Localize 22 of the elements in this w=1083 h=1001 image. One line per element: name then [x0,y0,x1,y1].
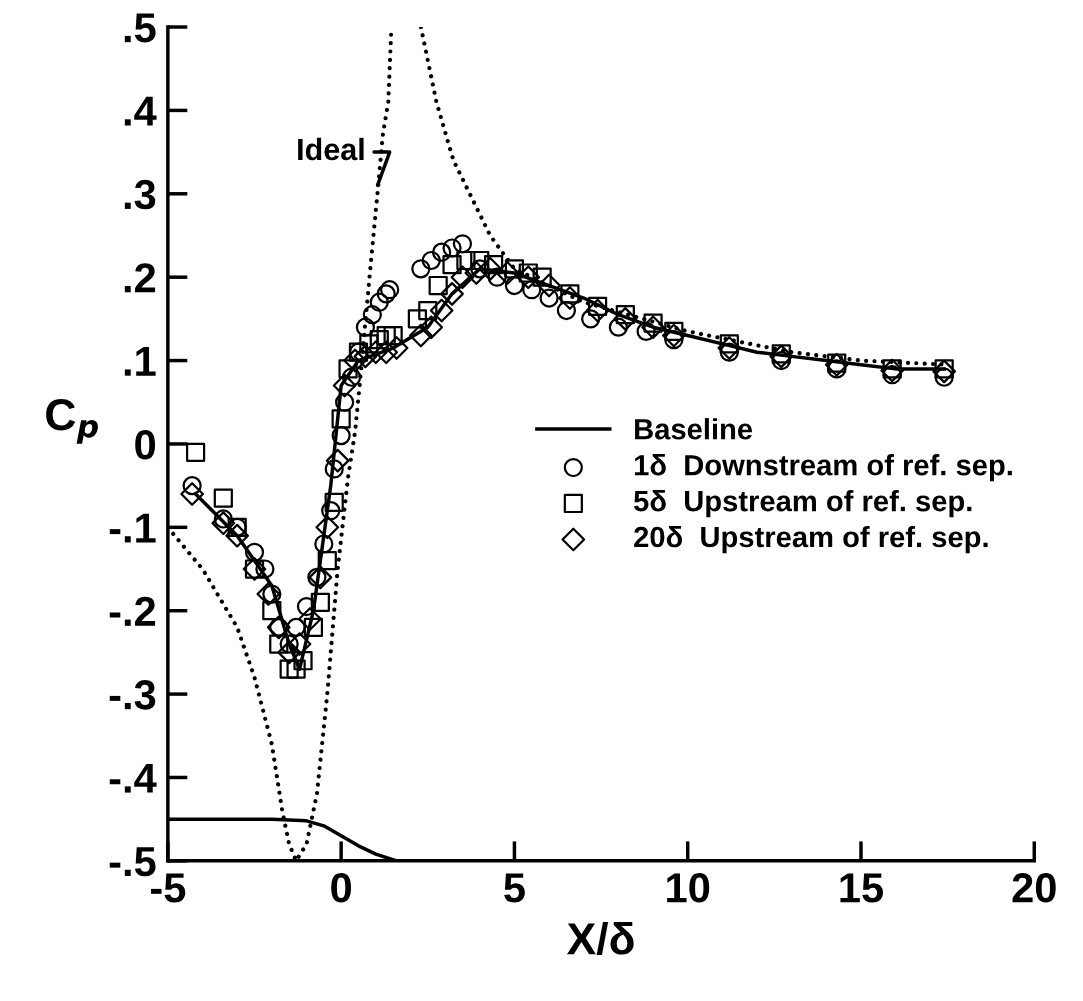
x-tick-label: 0 [331,873,352,903]
x-axis-title: X/δ [566,921,634,956]
x-tick-label: 10 [667,873,710,903]
y-tick-label: .3 [124,179,156,210]
legend-label: 5δ Upstream of ref. sep. [634,490,972,518]
x-tick-label: 5 [504,873,525,903]
y-tick-label: -.4 [109,763,157,793]
y-tick-label: -.3 [109,680,156,710]
x-tick-label: 20 [1012,873,1056,903]
legend-label: 20δ Upstream of ref. sep. [634,525,988,554]
y-tick-label: -.1 [109,513,156,543]
y-tick-label: .5 [124,13,156,43]
y-axis-title: C$_{p}$ [46,399,98,444]
y-tick-label: 0 [135,429,156,460]
x-tick-label: 15 [840,873,883,903]
legend-label: Baseline [635,418,753,440]
y-tick-label: .4 [124,96,157,126]
legend-label: 1δ Downstream of ref. sep. [634,454,1012,482]
y-tick-label: .2 [124,263,156,293]
y-tick-label: .1 [124,346,156,376]
annotation: Ideal [298,137,364,161]
y-tick-label: -.2 [109,596,156,626]
